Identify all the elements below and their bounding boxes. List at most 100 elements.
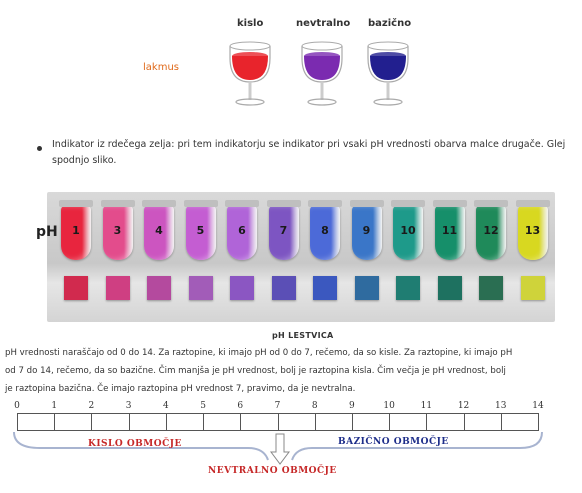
tube-cap xyxy=(308,200,342,207)
scale-number: 5 xyxy=(200,401,206,411)
tube-ph-value: 7 xyxy=(279,224,288,237)
tube-ph-value: 6 xyxy=(238,224,246,237)
scale-number: 14 xyxy=(532,401,544,411)
acid-brace xyxy=(13,431,269,461)
tube-ph-value: 13 xyxy=(524,224,541,237)
acid-zone-label: KISLO OBMOČJE xyxy=(88,439,182,449)
scale-number: 3 xyxy=(125,401,132,411)
scale-cell xyxy=(203,413,242,431)
indicator-tube: 1 xyxy=(59,200,93,260)
tube-ph-value: 5 xyxy=(196,224,205,237)
indicator-swatch xyxy=(271,276,296,300)
tube-cap xyxy=(225,200,259,207)
cabbage-indicator-photo: pH 1 3 4 5 6 7 8 9 10 11 12 13 xyxy=(36,192,555,322)
litmus-glass xyxy=(301,41,343,106)
scale-number: 2 xyxy=(88,401,95,411)
tube-cap xyxy=(100,200,135,207)
scale-cell xyxy=(389,413,428,431)
litmus-glass xyxy=(367,41,409,106)
scale-cell xyxy=(426,413,465,431)
indicator-tube: 13 xyxy=(515,200,550,260)
indicator-swatch xyxy=(520,276,545,300)
indicator-swatch xyxy=(479,276,503,300)
indicator-tube: 6 xyxy=(225,200,259,260)
paragraph-line-3: je raztopina bazična. Če imajo raztopina… xyxy=(5,384,356,394)
scale-number: 0 xyxy=(14,401,20,411)
scale-number: 11 xyxy=(420,401,433,411)
scale-cell xyxy=(128,413,167,431)
scale-number: 13 xyxy=(495,401,507,411)
header-acidic: kislo xyxy=(237,18,264,29)
tube-ph-value: 9 xyxy=(362,224,371,237)
scale-cell xyxy=(314,413,353,431)
scale-cell xyxy=(165,413,205,431)
tube-cap xyxy=(515,200,550,207)
scale-number: 6 xyxy=(237,401,244,411)
indicator-swatch xyxy=(396,276,420,300)
tube-cap xyxy=(474,200,508,207)
scale-number: 7 xyxy=(274,401,281,411)
indicator-swatch xyxy=(313,276,337,300)
indicator-tube: 10 xyxy=(391,200,425,260)
base-brace xyxy=(291,431,543,461)
scale-cell xyxy=(91,413,130,431)
indicator-swatch xyxy=(188,276,213,300)
scale-number: 9 xyxy=(349,401,355,411)
scale-number: 8 xyxy=(311,401,318,411)
header-neutral: nevtralno xyxy=(296,18,351,29)
paragraph-line-2: od 7 do 14, rečemo, da so bazične. Čim m… xyxy=(5,366,506,376)
zone-braces xyxy=(13,431,543,465)
tube-ph-value: 4 xyxy=(155,224,163,237)
ph-label: pH xyxy=(36,224,58,240)
scale-cell xyxy=(54,413,93,431)
tube-cap xyxy=(183,200,218,207)
tube-ph-value: 11 xyxy=(441,224,458,237)
indicator-swatch xyxy=(437,276,462,300)
ph-paragraph: pH vrednosti naraščajo od 0 do 14. Za ra… xyxy=(5,344,575,398)
bullet-dot xyxy=(37,146,42,151)
tube-cap xyxy=(349,200,384,207)
scale-cell xyxy=(500,413,539,431)
indicator-tube: 8 xyxy=(308,200,342,260)
scale-cell xyxy=(277,413,316,431)
scale-cell xyxy=(240,413,279,431)
indicator-swatch xyxy=(64,276,88,300)
litmus-label: lakmus xyxy=(143,62,179,73)
litmus-glasses xyxy=(229,41,409,106)
indicator-tube: 12 xyxy=(474,200,508,260)
tube-ph-value: 8 xyxy=(321,224,329,237)
indicator-tube: 4 xyxy=(142,200,176,260)
scale-number: 12 xyxy=(457,401,470,411)
tube-cap xyxy=(432,200,467,207)
indicator-swatch xyxy=(105,276,130,300)
indicator-tube: 3 xyxy=(100,200,135,260)
indicator-tube: 9 xyxy=(349,200,384,260)
scale-number: 1 xyxy=(51,401,58,411)
scale-cell xyxy=(463,413,502,431)
litmus-glass xyxy=(229,41,271,106)
scale-number: 4 xyxy=(162,401,169,411)
tube-ph-value: 1 xyxy=(72,224,80,237)
tube-ph-value: 10 xyxy=(400,224,416,237)
tube-cap xyxy=(391,200,425,207)
tube-cap xyxy=(142,200,176,207)
neutral-arrow-icon xyxy=(270,433,290,465)
indicator-tube: 5 xyxy=(183,200,218,260)
indicator-tube: 11 xyxy=(432,200,467,260)
ph-scale-title: pH LESTVICA xyxy=(272,331,334,340)
cabbage-indicator-text: Indikator iz rdečega zelja: pri tem indi… xyxy=(52,139,566,166)
header-basic: bazično xyxy=(368,18,412,29)
neutral-zone-label: NEVTRALNO OBMOČJE xyxy=(208,466,337,476)
tube-cap xyxy=(266,200,301,207)
tube-cap xyxy=(59,200,93,207)
indicator-swatch xyxy=(147,276,171,300)
indicator-swatch xyxy=(354,276,379,300)
base-zone-label: BAZIČNO OBMOČJE xyxy=(338,437,449,447)
scale-cell xyxy=(351,413,391,431)
tube-ph-value: 12 xyxy=(483,224,499,237)
tube-ph-value: 3 xyxy=(113,224,122,237)
indicator-tube: 7 xyxy=(266,200,301,260)
scale-cell xyxy=(17,413,56,431)
indicator-swatch xyxy=(230,276,254,300)
scale-number: 10 xyxy=(383,401,395,411)
